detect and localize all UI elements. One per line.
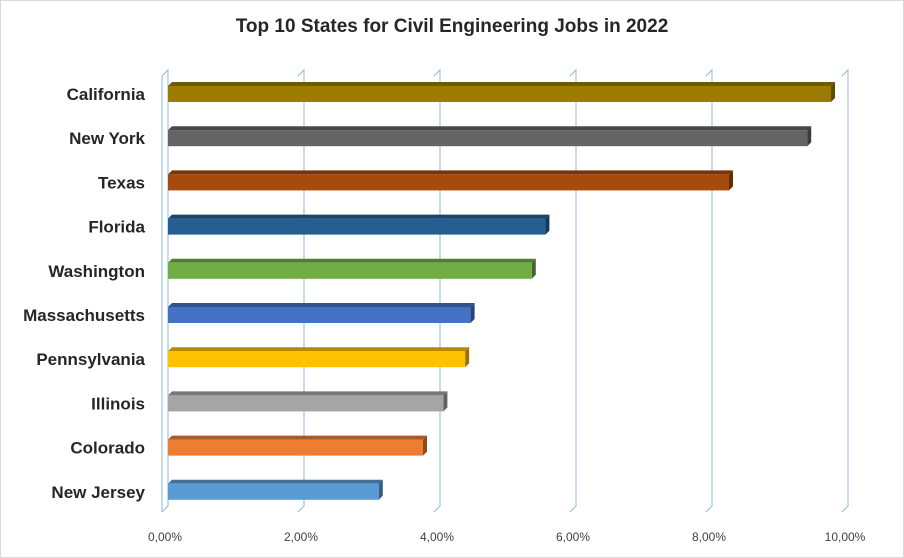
x-tick-label: 2,00% bbox=[284, 530, 318, 544]
x-tick-label: 4,00% bbox=[420, 530, 454, 544]
category-label: Illinois bbox=[91, 394, 145, 413]
bar-top-face bbox=[168, 82, 835, 86]
gridline bbox=[569, 68, 577, 513]
bar-side-face bbox=[729, 170, 733, 191]
category-label: Florida bbox=[88, 218, 145, 237]
bar bbox=[168, 347, 470, 368]
category-label: New Jersey bbox=[51, 483, 145, 502]
bar bbox=[168, 303, 475, 323]
bar bbox=[168, 391, 448, 412]
bar-front-face bbox=[168, 262, 532, 279]
category-label: California bbox=[67, 85, 146, 104]
x-tick-label: 0,00% bbox=[148, 530, 182, 544]
bar-front-face bbox=[168, 218, 546, 235]
category-label: Washington bbox=[48, 262, 145, 281]
gridline bbox=[433, 68, 441, 513]
chart-title: Top 10 States for Civil Engineering Jobs… bbox=[235, 16, 669, 37]
bar-side-face bbox=[531, 258, 536, 279]
gridlines bbox=[161, 68, 849, 513]
gridline bbox=[705, 68, 713, 513]
bar-top-face bbox=[168, 126, 812, 131]
x-tick-label: 10,00% bbox=[825, 530, 866, 544]
bars bbox=[168, 82, 835, 500]
x-axis-ticks: 0,00% 2,00% 4,00% 6,00% 8,00% 10,00% bbox=[148, 530, 866, 544]
bar-top-face bbox=[168, 258, 536, 263]
bar-side-face bbox=[465, 347, 470, 368]
category-label: Massachusetts bbox=[23, 306, 145, 325]
gridline bbox=[161, 68, 169, 513]
bar-side-face bbox=[807, 126, 812, 147]
bar-side-face bbox=[443, 391, 448, 412]
bar-front-face bbox=[168, 86, 831, 102]
bar-side-face bbox=[470, 303, 475, 323]
x-tick-label: 8,00% bbox=[692, 530, 726, 544]
bar-front-face bbox=[168, 130, 808, 147]
bar-top-face bbox=[168, 170, 733, 175]
bar-front-face bbox=[168, 351, 466, 368]
gridline bbox=[297, 68, 305, 513]
bar-side-face bbox=[831, 82, 835, 102]
bar bbox=[168, 126, 812, 147]
bar-top-face bbox=[168, 214, 550, 219]
bar-top-face bbox=[168, 347, 470, 352]
bar-side-face bbox=[423, 435, 427, 456]
bar-top-face bbox=[168, 435, 427, 440]
x-tick-label: 6,00% bbox=[556, 530, 590, 544]
bar-top-face bbox=[168, 479, 383, 484]
bar bbox=[168, 214, 550, 235]
bar bbox=[168, 82, 835, 102]
bar bbox=[168, 258, 536, 279]
bar-side-face bbox=[545, 214, 550, 235]
bar-front-face bbox=[168, 307, 471, 323]
category-labels: California New York Texas Florida Washington… bbox=[23, 85, 145, 502]
bar bbox=[168, 170, 733, 191]
bar-front-face bbox=[168, 483, 379, 500]
gridline bbox=[841, 68, 849, 513]
bar-top-face bbox=[168, 303, 475, 307]
bar-front-face bbox=[168, 395, 444, 412]
bar-side-face bbox=[378, 479, 383, 500]
bar-top-face bbox=[168, 391, 448, 396]
category-label: Texas bbox=[98, 173, 145, 192]
bar bbox=[168, 479, 383, 500]
category-label: Pennsylvania bbox=[36, 350, 145, 369]
bar bbox=[168, 435, 427, 456]
category-label: Colorado bbox=[70, 439, 145, 458]
bar-front-face bbox=[168, 174, 729, 191]
category-label: New York bbox=[69, 129, 145, 148]
bar-front-face bbox=[168, 439, 423, 456]
